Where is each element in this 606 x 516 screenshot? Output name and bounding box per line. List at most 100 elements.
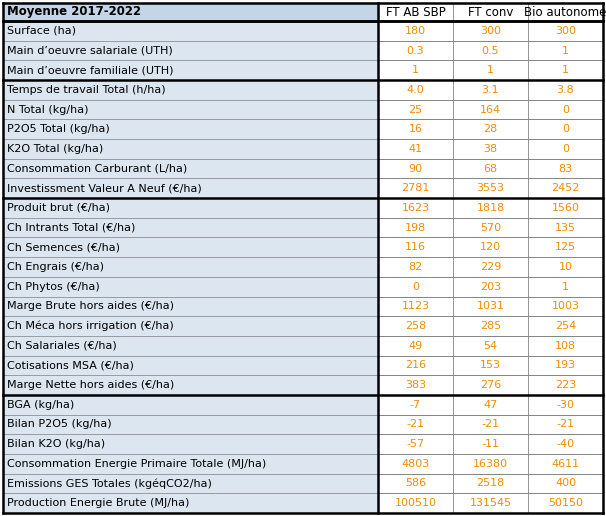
Bar: [453, 198, 528, 218]
Text: 586: 586: [405, 478, 426, 489]
Text: 1560: 1560: [551, 203, 579, 213]
Text: 193: 193: [555, 360, 576, 370]
Bar: [378, 100, 453, 119]
Text: 153: 153: [480, 360, 501, 370]
Bar: [453, 395, 528, 414]
Text: FT AB SBP: FT AB SBP: [385, 6, 445, 19]
Bar: [378, 139, 453, 159]
Bar: [378, 198, 453, 218]
Text: 68: 68: [484, 164, 498, 173]
Bar: [453, 41, 528, 60]
Text: 16380: 16380: [473, 459, 508, 469]
Bar: [378, 179, 453, 198]
Text: 10: 10: [559, 262, 573, 272]
Bar: [378, 80, 453, 100]
Bar: [528, 257, 603, 277]
Bar: [453, 159, 528, 179]
Text: Surface (ha): Surface (ha): [7, 26, 76, 36]
Text: -21: -21: [481, 420, 499, 429]
Bar: [453, 336, 528, 356]
Bar: [528, 119, 603, 139]
Text: 2452: 2452: [551, 183, 580, 194]
Text: 47: 47: [484, 400, 498, 410]
Bar: [528, 493, 603, 513]
Text: Production Energie Brute (MJ/ha): Production Energie Brute (MJ/ha): [7, 498, 189, 508]
Text: 0: 0: [562, 105, 569, 115]
Bar: [453, 277, 528, 297]
Text: N Total (kg/ha): N Total (kg/ha): [7, 105, 88, 115]
Bar: [378, 21, 453, 41]
Bar: [453, 100, 528, 119]
Bar: [378, 336, 453, 356]
Bar: [378, 356, 453, 375]
Bar: [528, 179, 603, 198]
Text: 135: 135: [555, 222, 576, 233]
Bar: [3, 3, 603, 21]
Bar: [528, 434, 603, 454]
Text: 28: 28: [484, 124, 498, 134]
Bar: [528, 297, 603, 316]
Bar: [453, 179, 528, 198]
Bar: [453, 356, 528, 375]
Text: 0.3: 0.3: [407, 45, 424, 56]
Text: Consommation Energie Primaire Totale (MJ/ha): Consommation Energie Primaire Totale (MJ…: [7, 459, 266, 469]
Bar: [528, 474, 603, 493]
Bar: [453, 80, 528, 100]
Bar: [528, 237, 603, 257]
Text: 1: 1: [412, 65, 419, 75]
Text: 198: 198: [405, 222, 426, 233]
Text: 1: 1: [562, 45, 569, 56]
Text: Ch Intrants Total (€/ha): Ch Intrants Total (€/ha): [7, 222, 135, 233]
Text: Bilan K2O (kg/ha): Bilan K2O (kg/ha): [7, 439, 105, 449]
Text: 1123: 1123: [401, 301, 430, 311]
Text: 4803: 4803: [401, 459, 430, 469]
Text: BGA (kg/ha): BGA (kg/ha): [7, 400, 75, 410]
Text: Moyenne 2017-2022: Moyenne 2017-2022: [7, 6, 141, 19]
Text: 300: 300: [480, 26, 501, 36]
Bar: [528, 454, 603, 474]
Text: Marge Brute hors aides (€/ha): Marge Brute hors aides (€/ha): [7, 301, 174, 311]
Text: 41: 41: [408, 144, 422, 154]
Text: 229: 229: [480, 262, 501, 272]
Text: Investissment Valeur A Neuf (€/ha): Investissment Valeur A Neuf (€/ha): [7, 183, 202, 194]
Text: 1003: 1003: [551, 301, 579, 311]
Bar: [528, 356, 603, 375]
Text: -30: -30: [556, 400, 574, 410]
Text: 116: 116: [405, 243, 426, 252]
Bar: [453, 474, 528, 493]
Text: 125: 125: [555, 243, 576, 252]
Bar: [528, 139, 603, 159]
Text: 2781: 2781: [401, 183, 430, 194]
Text: Consommation Carburant (L/ha): Consommation Carburant (L/ha): [7, 164, 187, 173]
Text: 180: 180: [405, 26, 426, 36]
Text: 16: 16: [408, 124, 422, 134]
Text: 216: 216: [405, 360, 426, 370]
Bar: [528, 395, 603, 414]
Bar: [378, 434, 453, 454]
Text: 54: 54: [484, 341, 498, 351]
Bar: [528, 336, 603, 356]
Text: 0: 0: [412, 282, 419, 292]
Text: K2O Total (kg/ha): K2O Total (kg/ha): [7, 144, 103, 154]
Bar: [528, 100, 603, 119]
Bar: [528, 277, 603, 297]
Text: 50150: 50150: [548, 498, 583, 508]
Text: 38: 38: [484, 144, 498, 154]
Text: 258: 258: [405, 321, 426, 331]
Text: 83: 83: [559, 164, 573, 173]
Text: Ch Semences (€/ha): Ch Semences (€/ha): [7, 243, 120, 252]
Text: 570: 570: [480, 222, 501, 233]
Text: 276: 276: [480, 380, 501, 390]
Text: 300: 300: [555, 26, 576, 36]
Text: 223: 223: [555, 380, 576, 390]
Bar: [528, 80, 603, 100]
Bar: [528, 60, 603, 80]
Text: 2518: 2518: [476, 478, 505, 489]
Text: Ch Méca hors irrigation (€/ha): Ch Méca hors irrigation (€/ha): [7, 321, 174, 331]
Bar: [378, 119, 453, 139]
Text: Ch Phytos (€/ha): Ch Phytos (€/ha): [7, 282, 100, 292]
Bar: [453, 21, 528, 41]
Bar: [378, 60, 453, 80]
Text: -7: -7: [410, 400, 421, 410]
Text: 0.5: 0.5: [482, 45, 499, 56]
